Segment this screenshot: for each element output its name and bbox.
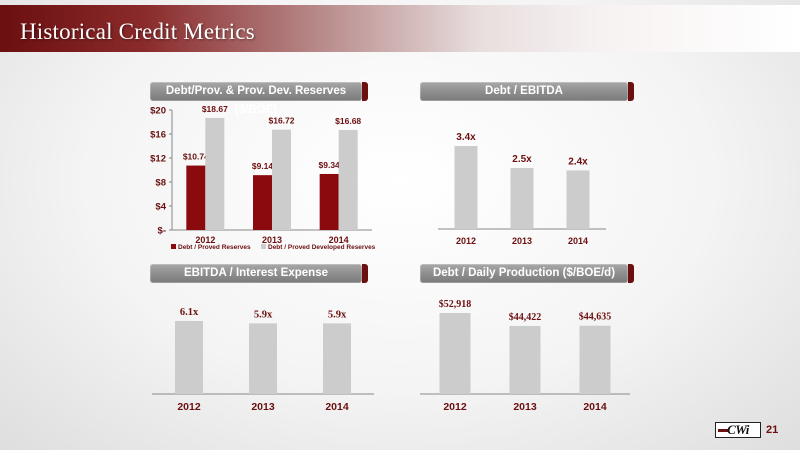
title-bar: Historical Credit Metrics	[0, 5, 800, 52]
data-label: $44,422	[509, 312, 542, 323]
bar-proved-developed	[205, 117, 225, 230]
bar	[249, 323, 277, 394]
legend-label: Debt / Proved Reserves	[178, 244, 251, 251]
page-number: 21	[766, 424, 779, 436]
data-label: $52,918	[439, 299, 472, 310]
data-label: 6.1x	[180, 307, 199, 318]
company-logo-text: CWi	[727, 422, 749, 437]
y-tick-label: $4	[155, 202, 166, 213]
bar-proved-developed	[272, 129, 291, 230]
chart-title-debt-production-label: Debt / Daily Production ($/BOE/d)	[432, 267, 616, 279]
bar-proved	[186, 165, 206, 230]
y-tick-label: $20	[150, 106, 166, 117]
bar	[566, 170, 590, 229]
x-tick-label: 2013	[251, 401, 275, 413]
company-logo: CWi	[715, 422, 761, 438]
bar	[323, 323, 351, 394]
bar	[439, 313, 471, 394]
x-tick-label: 2014	[329, 235, 349, 245]
y-tick-label: $8	[155, 178, 166, 189]
y-tick-label: $12	[150, 154, 166, 165]
x-tick-label: 2014	[568, 236, 588, 246]
y-tick-label: $16	[150, 130, 166, 141]
chart-title-reserves: Debt/Prov. & Prov. Dev. Reserves ($/BOE)	[150, 82, 368, 116]
x-tick-label: 2013	[512, 236, 532, 246]
x-tick-label: 2013	[513, 401, 537, 413]
bar	[579, 325, 611, 394]
x-tick-label: 2012	[177, 401, 201, 413]
data-label: $44,635	[579, 312, 612, 323]
data-label: 2.5x	[512, 154, 532, 165]
y-tick-label: $-	[158, 226, 166, 237]
x-tick-label: 2012	[456, 236, 476, 246]
bar	[510, 167, 534, 229]
chart-title-ebitda-interest-label: EBITDA / Interest Expense	[183, 267, 328, 279]
x-tick-label: 2013	[262, 235, 282, 245]
chart-title-debt-production: Debt / Daily Production ($/BOE/d)	[420, 264, 634, 283]
x-tick-label: 2012	[443, 401, 467, 413]
data-label: 3.4x	[456, 132, 476, 143]
x-tick-label: 2014	[583, 401, 607, 413]
data-label: $16.72	[269, 116, 295, 126]
legend-swatch	[261, 244, 266, 249]
page-title: Historical Credit Metrics	[20, 19, 255, 44]
bar-proved	[253, 175, 272, 230]
data-label: $10.74	[183, 152, 209, 162]
bar-proved-developed	[338, 129, 358, 230]
legend-label: Debt / Proved Developed Reserves	[268, 244, 376, 251]
bar	[509, 326, 541, 394]
data-label: 5.9x	[254, 309, 273, 320]
data-label: $16.68	[335, 116, 361, 126]
chart-title-reserves-label: Debt/Prov. & Prov. Dev. Reserves ($/BOE)	[165, 85, 347, 116]
bar-proved	[319, 173, 339, 230]
data-label: $9.14	[252, 161, 274, 171]
chart-title-debt-ebitda: Debt / EBITDA	[420, 82, 634, 101]
data-label: $9.34	[319, 160, 341, 170]
x-tick-label: 2012	[195, 235, 215, 245]
data-label: 2.4x	[568, 156, 588, 167]
chart-title-ebitda-interest: EBITDA / Interest Expense	[150, 264, 368, 283]
legend-swatch	[171, 244, 176, 249]
bar	[454, 146, 478, 229]
bar	[175, 321, 203, 394]
chart-title-debt-ebitda-label: Debt / EBITDA	[485, 85, 563, 97]
x-tick-label: 2014	[325, 401, 349, 413]
data-label: $18.67	[202, 104, 228, 114]
data-label: 5.9x	[328, 309, 347, 320]
